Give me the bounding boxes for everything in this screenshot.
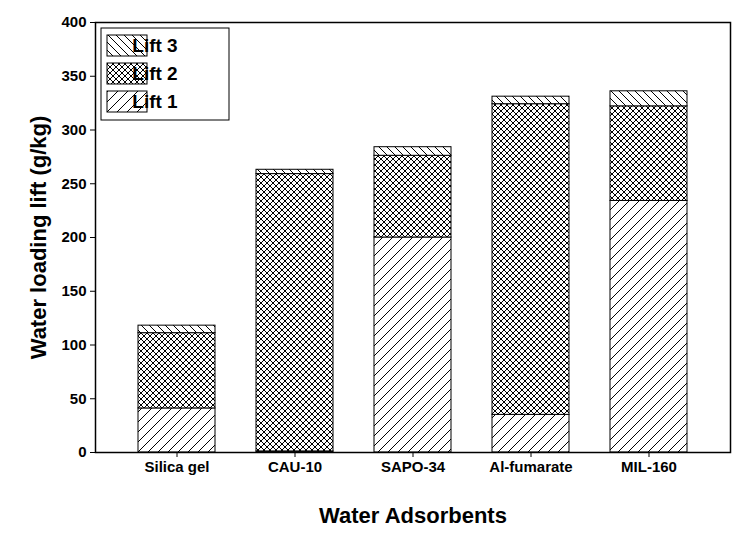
svg-text:Water loading lift (g/kg): Water loading lift (g/kg) xyxy=(26,116,51,360)
svg-text:300: 300 xyxy=(61,121,86,138)
svg-text:Lift 1: Lift 1 xyxy=(132,91,178,112)
svg-text:MIL-160: MIL-160 xyxy=(621,458,677,475)
svg-text:150: 150 xyxy=(61,282,86,299)
svg-text:200: 200 xyxy=(61,228,86,245)
svg-text:Water Adsorbents: Water Adsorbents xyxy=(319,503,507,528)
svg-text:50: 50 xyxy=(70,390,87,407)
svg-text:Lift 2: Lift 2 xyxy=(132,63,177,84)
svg-text:350: 350 xyxy=(61,67,86,84)
svg-text:400: 400 xyxy=(61,13,86,30)
svg-text:Lift 3: Lift 3 xyxy=(132,35,177,56)
svg-text:250: 250 xyxy=(61,175,86,192)
svg-text:CAU-10: CAU-10 xyxy=(268,458,322,475)
svg-text:100: 100 xyxy=(61,336,86,353)
svg-text:0: 0 xyxy=(78,443,86,460)
svg-text:Al-fumarate: Al-fumarate xyxy=(489,458,572,475)
svg-text:Silica gel: Silica gel xyxy=(144,458,209,475)
svg-text:SAPO-34: SAPO-34 xyxy=(381,458,446,475)
